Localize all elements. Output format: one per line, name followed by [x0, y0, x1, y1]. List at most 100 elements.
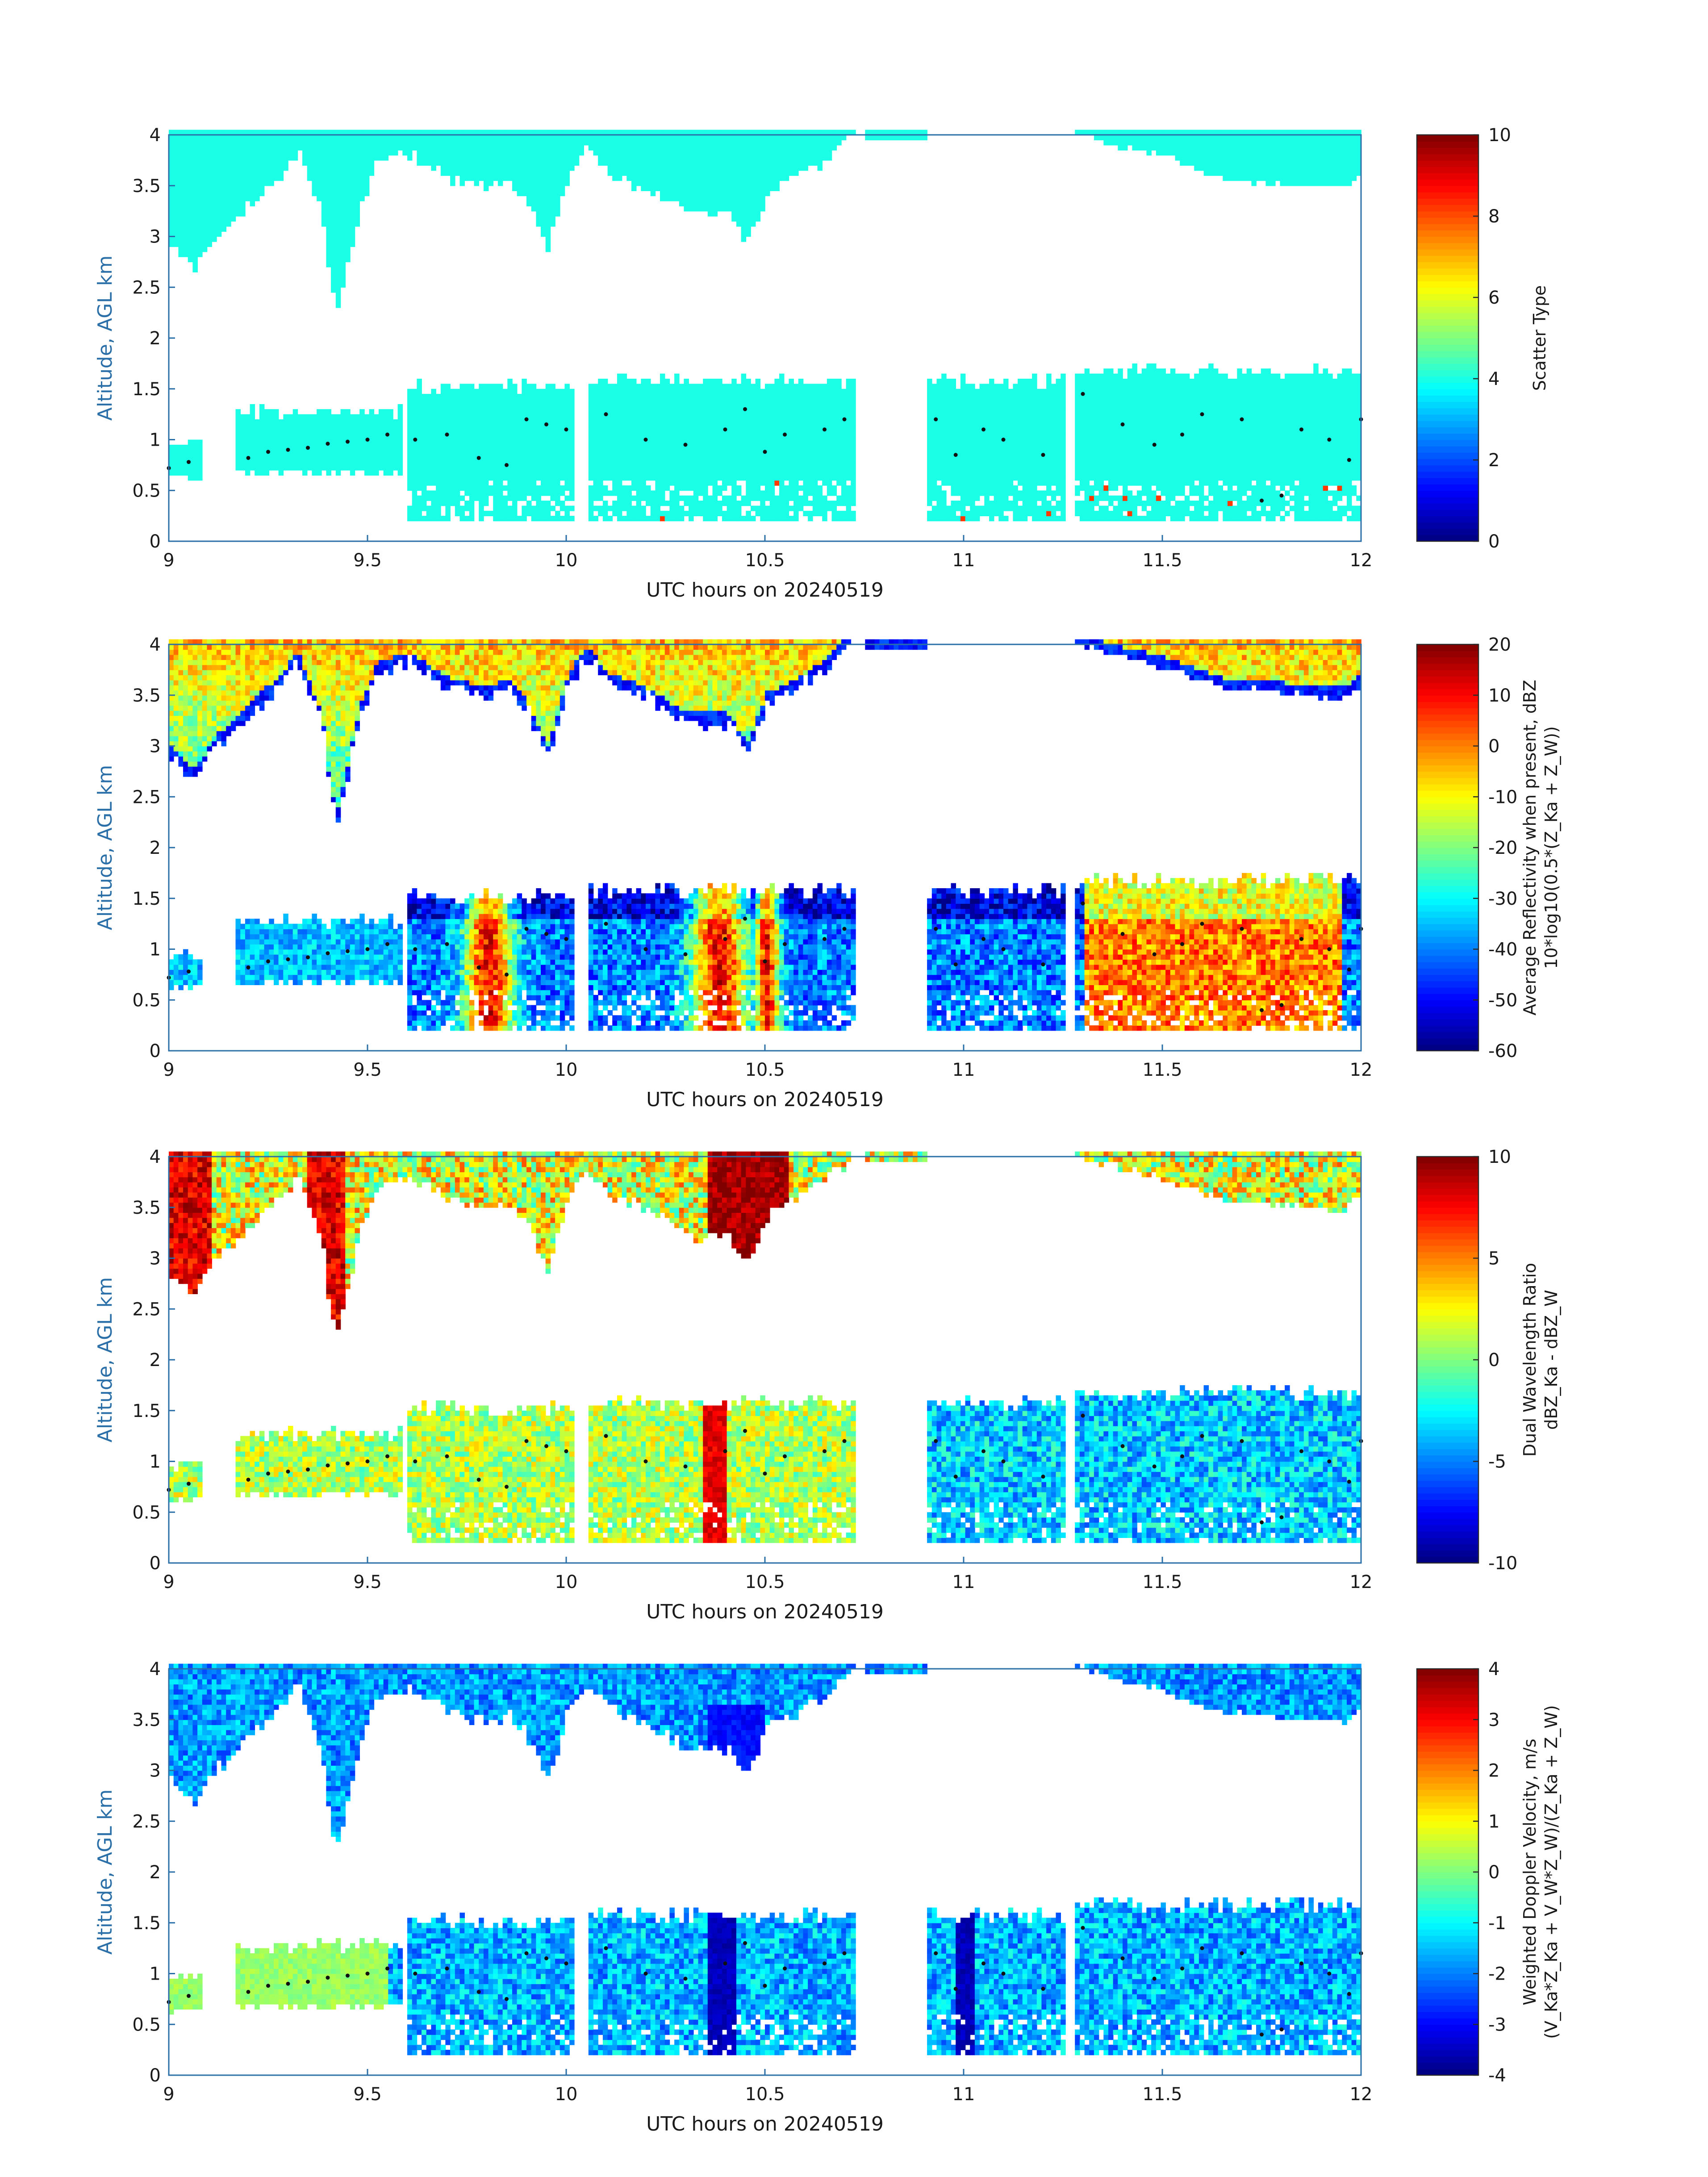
heatmap-cell	[813, 475, 818, 481]
heatmap-cell	[760, 175, 765, 181]
heatmap-cell	[455, 414, 460, 420]
heatmap-cell	[331, 221, 336, 226]
heatmap-cell	[341, 435, 346, 440]
heatmap-cell	[259, 465, 265, 470]
heatmap-cell	[626, 135, 632, 140]
heatmap-cell	[598, 135, 603, 140]
heatmap-cell	[693, 424, 699, 430]
heatmap-cell	[493, 501, 498, 506]
heatmap-cell	[808, 445, 813, 450]
heatmap-cell	[980, 435, 985, 440]
heatmap-cell	[932, 511, 937, 516]
heatmap-cell	[364, 150, 370, 155]
heatmap-cell	[326, 216, 331, 221]
heatmap-cell	[474, 440, 480, 445]
heatmap-cell	[574, 150, 580, 155]
heatmap-cell	[665, 450, 670, 455]
heatmap-cell	[793, 485, 799, 491]
heatmap-cell	[345, 145, 351, 150]
heatmap-cell	[431, 155, 436, 161]
heatmap-cell	[317, 409, 322, 414]
heatmap-cell	[746, 160, 751, 166]
heatmap-cell	[531, 455, 537, 460]
heatmap-cell	[350, 470, 355, 476]
heatmap-cell	[646, 171, 651, 176]
heatmap-cell	[746, 490, 751, 496]
heatmap-cell	[641, 511, 646, 516]
heatmap-cell	[188, 155, 193, 161]
heatmap-cell	[713, 455, 718, 460]
heatmap-cell	[307, 465, 313, 470]
heatmap-cell	[326, 196, 331, 201]
heatmap-cell	[617, 155, 622, 161]
heatmap-cell	[779, 160, 785, 166]
heatmap-cell	[746, 445, 751, 450]
heatmap-cell	[665, 384, 670, 389]
heatmap-cell	[774, 450, 780, 455]
heatmap-cell	[593, 150, 599, 155]
heatmap-cell	[803, 424, 808, 430]
heatmap-cell	[927, 399, 932, 405]
heatmap-cell	[808, 155, 813, 161]
heatmap-cell	[455, 145, 460, 150]
heatmap-cell	[813, 399, 818, 405]
heatmap-cell	[665, 399, 670, 405]
heatmap-cell	[689, 481, 694, 486]
heatmap-cell	[221, 180, 227, 186]
heatmap-cell	[980, 506, 985, 511]
heatmap-cell	[851, 379, 856, 384]
heatmap-cell	[250, 155, 255, 161]
heatmap-cell	[326, 221, 331, 226]
heatmap-cell	[512, 145, 518, 150]
heatmap-cell	[937, 379, 942, 384]
heatmap-cell	[813, 404, 818, 409]
heatmap-cell	[555, 201, 560, 206]
heatmap-cell	[192, 465, 198, 470]
heatmap-cell	[589, 516, 594, 521]
heatmap-cell	[493, 481, 498, 486]
heatmap-cell	[236, 135, 241, 140]
heatmap-cell	[188, 180, 193, 186]
heatmap-cell	[555, 135, 560, 140]
heatmap-cell	[283, 135, 288, 140]
heatmap-cell	[283, 440, 288, 445]
heatmap-cell	[612, 150, 618, 155]
heatmap-cell	[669, 450, 675, 455]
heatmap-cell	[708, 506, 713, 511]
heatmap-cell	[731, 485, 737, 491]
heatmap-cell	[708, 206, 713, 211]
heatmap-cell	[503, 145, 508, 150]
heatmap-cell	[489, 409, 494, 414]
heatmap-cell	[703, 506, 708, 511]
heatmap-cell	[784, 445, 789, 450]
heatmap-cell	[798, 379, 804, 384]
heatmap-cell	[822, 399, 827, 405]
heatmap-cell	[727, 516, 732, 521]
heatmap-cell	[207, 211, 212, 217]
heatmap-cell	[350, 440, 355, 445]
heatmap-cell	[612, 384, 618, 389]
heatmap-cell	[407, 511, 413, 516]
heatmap-cell	[669, 481, 675, 486]
heatmap-cell	[398, 450, 403, 455]
heatmap-cell	[741, 237, 747, 242]
heatmap-cell	[651, 384, 656, 389]
heatmap-cell	[484, 481, 489, 486]
heatmap-cell	[178, 201, 184, 206]
heatmap-cell	[741, 221, 747, 226]
heatmap-cell	[183, 196, 188, 201]
heatmap-cell	[388, 419, 393, 425]
heatmap-cell	[813, 155, 818, 161]
heatmap-cell	[393, 455, 398, 460]
heatmap-cell	[469, 384, 475, 389]
heatmap-cell	[669, 165, 675, 171]
heatmap-cell	[522, 171, 527, 176]
heatmap-cell	[698, 419, 704, 425]
heatmap-cell	[407, 394, 413, 399]
heatmap-cell	[651, 490, 656, 496]
heatmap-cell	[250, 140, 255, 145]
heatmap-cell	[188, 135, 193, 140]
heatmap-cell	[369, 145, 375, 150]
heatmap-cell	[307, 435, 313, 440]
heatmap-cell	[674, 186, 680, 191]
